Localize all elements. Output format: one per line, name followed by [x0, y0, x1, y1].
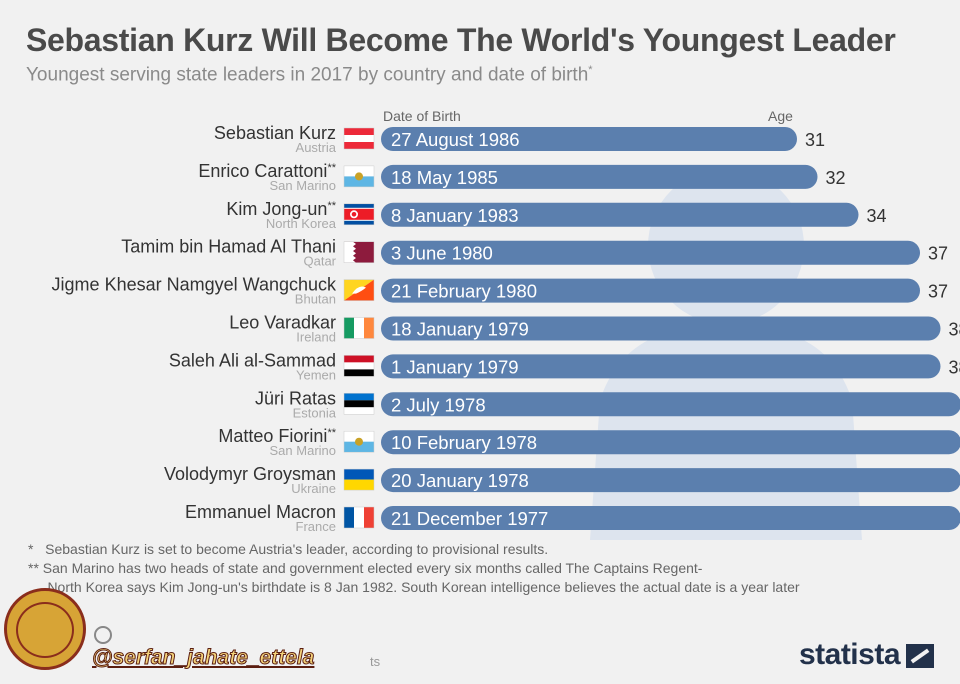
country-label: Qatar	[303, 254, 336, 269]
footnote-mark: **	[327, 162, 336, 174]
statista-wordmark: statista	[798, 638, 901, 671]
leader-name: Volodymyr Groysman	[164, 464, 336, 484]
country-label: Estonia	[293, 405, 337, 420]
subtitle-text: Youngest serving state leaders in 2017 b…	[26, 64, 589, 86]
age-value-label: 31	[805, 130, 825, 150]
leader-name: Jüri Ratas	[255, 388, 336, 408]
chart-title: Sebastian Kurz Will Become The World's Y…	[26, 22, 896, 58]
chart-row: Matteo Fiorini**San Marino 10 February 19…	[218, 426, 960, 458]
age-value-label: 38	[949, 320, 960, 340]
flag-icon	[343, 468, 375, 491]
statista-logo[interactable]: statista	[799, 638, 934, 672]
footnote-mark: **	[327, 427, 336, 439]
flag-icon	[343, 241, 375, 263]
age-bar	[381, 316, 941, 341]
flag-icon	[343, 506, 375, 529]
birth-date-label: 8 January 1983	[391, 205, 519, 226]
footer-fragment: ts	[370, 654, 381, 669]
birth-date-label: 21 December 1977	[391, 508, 548, 529]
date-header: Date of Birth	[383, 108, 461, 124]
chart-row: Enrico Carattoni**San Marino 18 May 1985 3…	[198, 161, 845, 193]
age-bar	[381, 430, 960, 455]
flag-icon	[343, 393, 375, 415]
flag-icon	[343, 430, 375, 453]
country-label: Yemen	[296, 367, 336, 382]
country-label: Ireland	[296, 330, 336, 345]
age-bar	[381, 164, 818, 189]
leader-name: Saleh Ali al-Sammad	[169, 350, 336, 370]
country-label: Bhutan	[295, 292, 336, 307]
statista-mark-icon	[906, 644, 934, 669]
country-label: Ukraine	[291, 481, 336, 496]
age-bar	[381, 468, 960, 493]
leader-name: Matteo Fiorini**	[218, 426, 336, 446]
leader-name: Tamim bin Hamad Al Thani	[121, 237, 336, 257]
birth-date-label: 20 January 1978	[391, 470, 529, 491]
flag-icon	[343, 355, 375, 377]
chart-subtitle: Youngest serving state leaders in 2017 b…	[26, 64, 593, 86]
birth-date-label: 1 January 1979	[391, 356, 519, 377]
birth-date-label: 21 February 1980	[391, 281, 537, 302]
flag-icon	[343, 317, 375, 339]
birth-date-label: 10 February 1978	[391, 432, 537, 453]
age-value-label: 32	[826, 168, 846, 188]
age-bar	[381, 506, 960, 530]
leader-name: Sebastian Kurz	[214, 123, 336, 143]
info-circle-icon	[94, 626, 112, 644]
birth-date-label: 3 June 1980	[391, 243, 493, 264]
flag-icon	[343, 127, 375, 150]
leader-name: Jigme Khesar Namgyel Wangchuck	[52, 275, 337, 295]
leader-name: Kim Jong-un**	[226, 199, 336, 219]
birth-date-label: 18 January 1979	[391, 319, 529, 340]
flag-icon	[343, 203, 375, 226]
subtitle-mark: *	[588, 64, 593, 76]
age-bar	[381, 354, 941, 379]
age-bar	[381, 278, 920, 303]
age-bar	[381, 392, 960, 417]
footnote-line: ** San Marino has two heads of state and…	[28, 560, 703, 576]
leader-name: Emmanuel Macron	[185, 502, 336, 522]
age-header: Age	[768, 108, 793, 124]
flag-icon	[343, 279, 375, 301]
age-bar	[381, 127, 797, 151]
birth-date-label: 2 July 1978	[391, 394, 486, 415]
age-value-label: 37	[928, 244, 948, 264]
country-label: San Marino	[270, 178, 336, 193]
leader-name: Enrico Carattoni**	[198, 161, 336, 181]
country-label: Austria	[296, 140, 337, 155]
country-label: France	[296, 519, 336, 534]
watermark-seal-inner	[16, 602, 74, 658]
leader-name: Leo Varadkar	[229, 313, 336, 333]
age-value-label: 34	[867, 206, 887, 226]
flag-icon	[343, 165, 375, 188]
chart-row: Kim Jong-un**North Korea 8 January 1983 34	[226, 199, 886, 231]
footnote-mark: **	[327, 200, 336, 212]
age-bar	[381, 240, 920, 265]
country-label: North Korea	[266, 216, 337, 231]
birth-date-label: 27 August 1986	[391, 129, 520, 150]
footnote-line: * Sebastian Kurz is set to become Austri…	[28, 541, 549, 557]
watermark-handle: @serfan_jahate_ettela	[91, 646, 315, 670]
age-value-label: 38	[949, 357, 960, 377]
country-label: San Marino	[270, 443, 336, 458]
age-value-label: 37	[928, 282, 948, 302]
footnote-line: North Korea says Kim Jong-un's birthdate…	[28, 579, 800, 595]
birth-date-label: 18 May 1985	[391, 167, 498, 188]
age-bar	[381, 202, 859, 227]
